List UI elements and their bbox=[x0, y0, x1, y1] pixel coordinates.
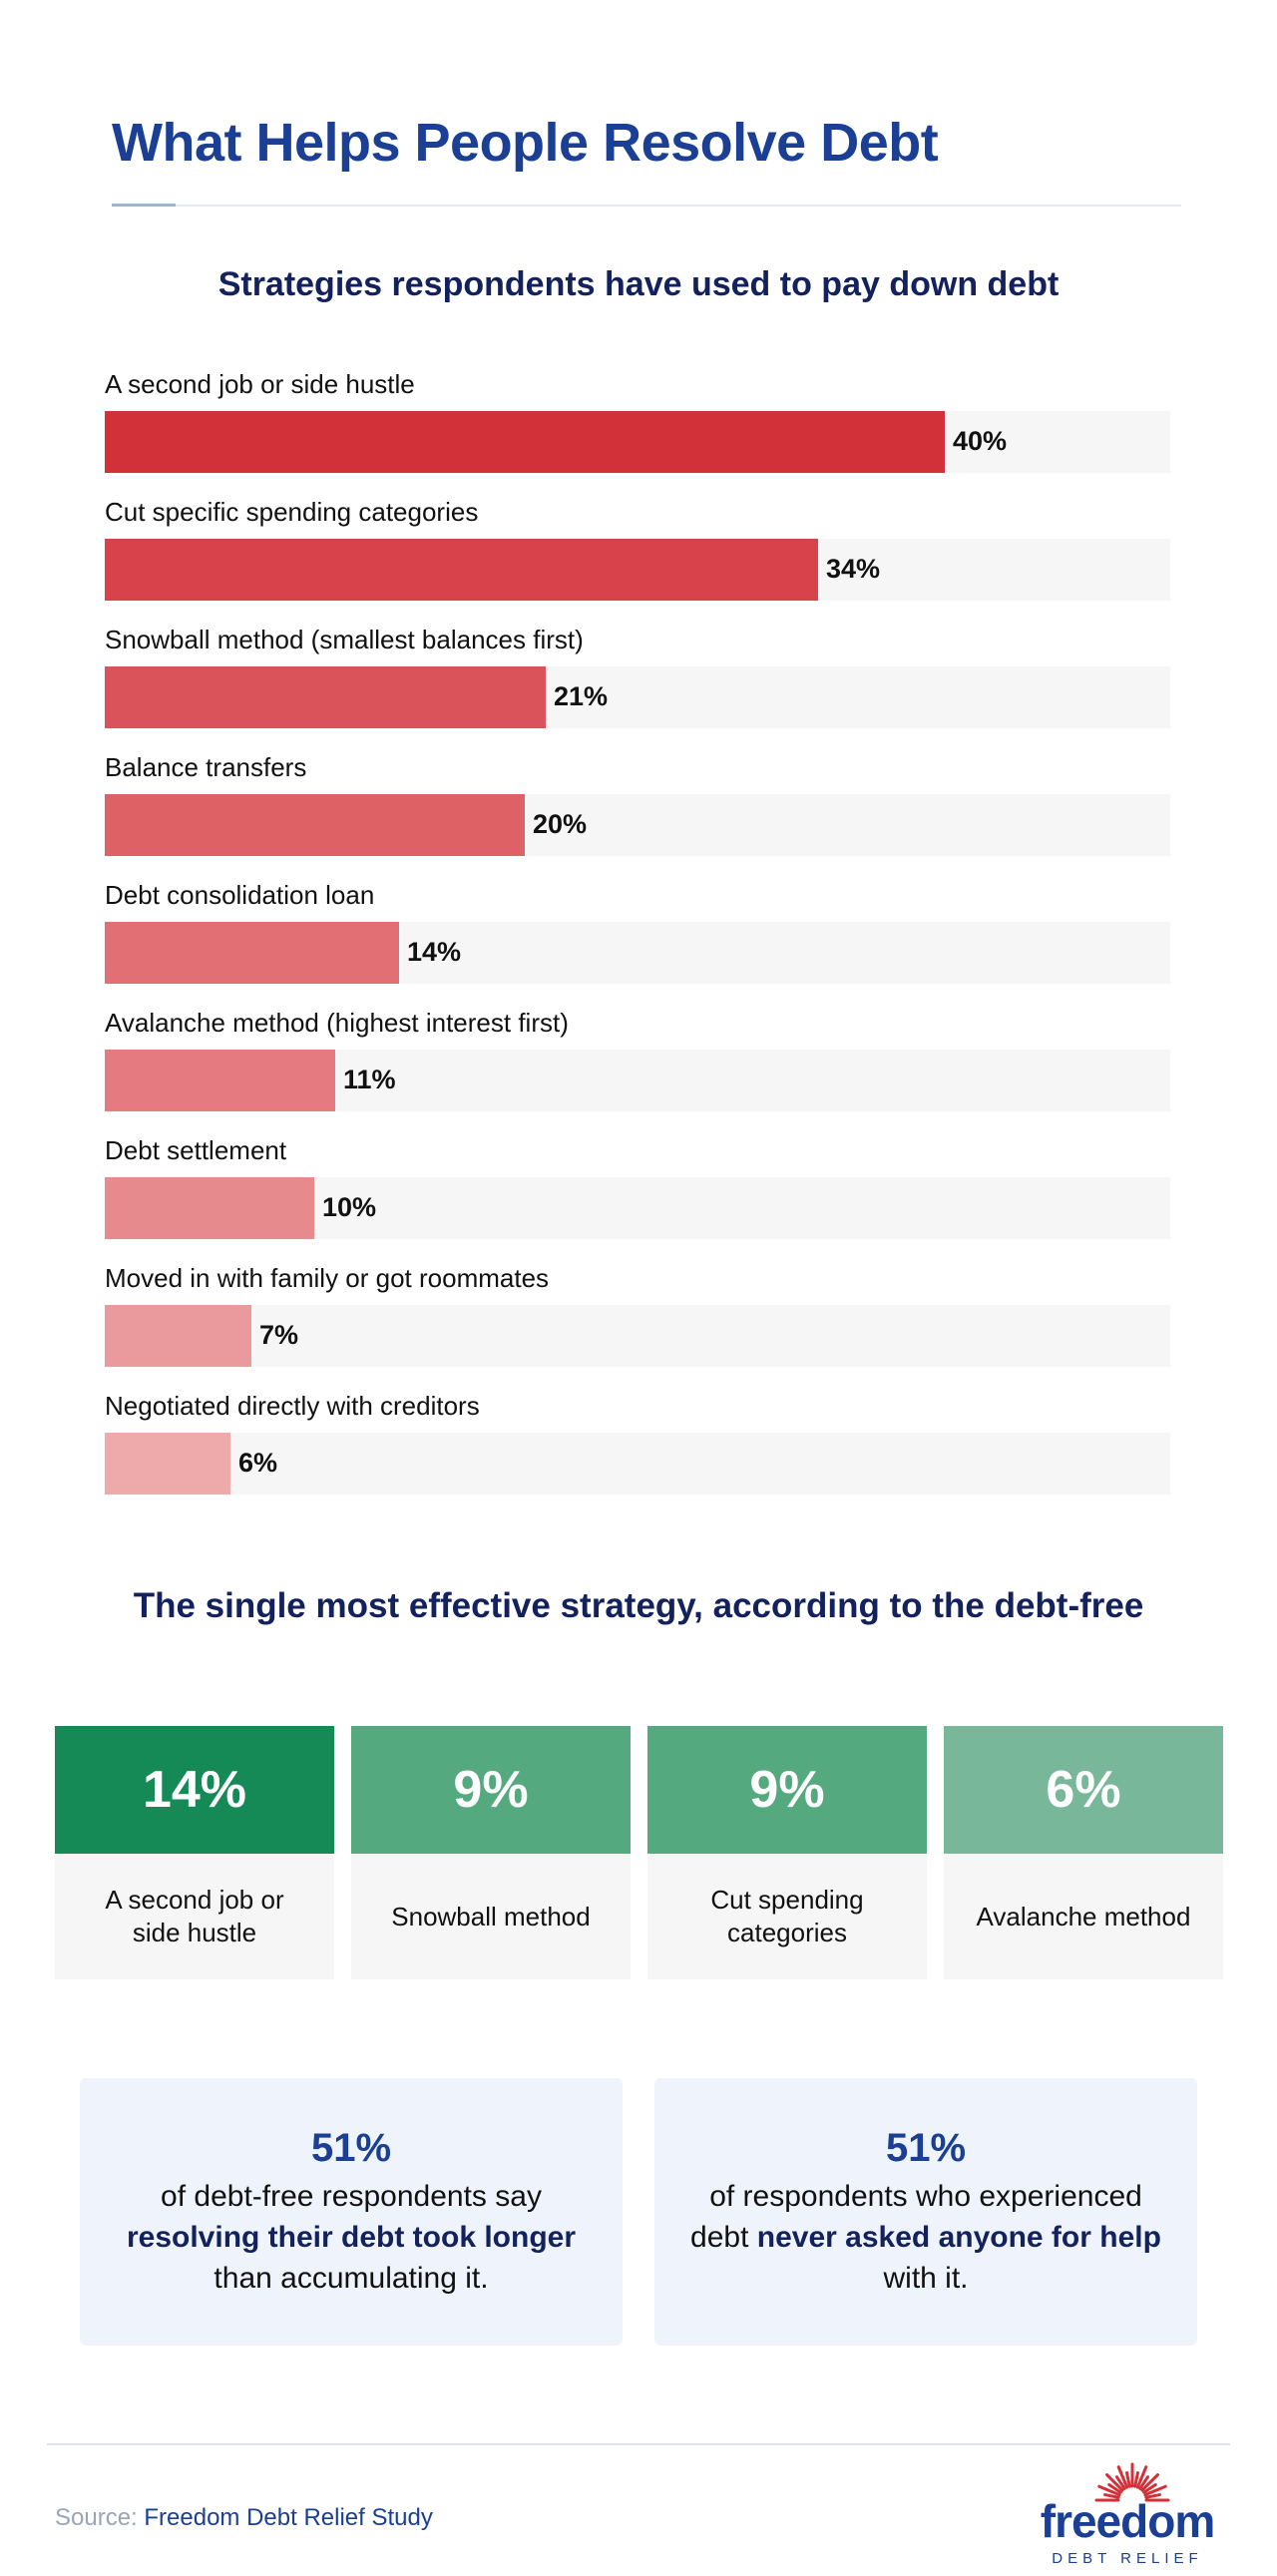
strategy-card-value: 14% bbox=[55, 1726, 334, 1854]
bar-track: 34% bbox=[105, 539, 1170, 601]
bar bbox=[105, 1305, 251, 1367]
stat-callout-resolving: 51% of debt-free respondents say resolvi… bbox=[80, 2078, 623, 2346]
stat-callout-help: 51% of respondents who experienced debt … bbox=[654, 2078, 1197, 2346]
logo-ray bbox=[1133, 2471, 1139, 2488]
bar-category-label: Cut specific spending categories bbox=[105, 497, 479, 527]
logo-ray bbox=[1105, 2473, 1124, 2492]
footer-divider bbox=[47, 2443, 1230, 2445]
stat-text-pre: of debt-free respondents say bbox=[161, 2180, 542, 2213]
strategy-card-value: 9% bbox=[647, 1726, 927, 1854]
bar-track: 11% bbox=[105, 1050, 1170, 1111]
bar-value-label: 11% bbox=[343, 1065, 396, 1094]
bar-value-label: 10% bbox=[322, 1192, 377, 1222]
bar-category-label: A second job or side hustle bbox=[105, 369, 415, 399]
source-credit: Source: Freedom Debt Relief Study bbox=[55, 2504, 433, 2532]
bar-category-label: Negotiated directly with creditors bbox=[105, 1391, 480, 1421]
logo-ray bbox=[1138, 2475, 1150, 2490]
bar-value-label: 14% bbox=[407, 937, 462, 967]
bar bbox=[105, 666, 546, 728]
strategy-card: 14% A second job or side hustle bbox=[55, 1726, 334, 1979]
bar-value-label: 34% bbox=[826, 554, 881, 584]
logo-wordmark: freedom bbox=[1040, 2495, 1215, 2547]
bar-category-label: Moved in with family or got roommates bbox=[105, 1263, 550, 1293]
bar-row: Negotiated directly with creditors 6% bbox=[105, 1391, 1170, 1518]
bar-row: Balance transfers 20% bbox=[105, 752, 1170, 880]
logo-ray bbox=[1116, 2465, 1129, 2489]
page-title: What Helps People Resolve Debt bbox=[112, 113, 939, 173]
stat-text-post: than accumulating it. bbox=[213, 2262, 489, 2295]
stat-text: of respondents who experienced debt neve… bbox=[654, 2176, 1197, 2299]
bar-track: 40% bbox=[105, 411, 1170, 473]
strategy-card-label: Avalanche method bbox=[976, 1901, 1191, 1932]
bar-track: 6% bbox=[105, 1433, 1170, 1495]
title-divider-accent bbox=[112, 204, 176, 207]
logo-ray bbox=[1107, 2482, 1122, 2494]
stat-text: of debt-free respondents say resolving t… bbox=[80, 2176, 623, 2299]
bar bbox=[105, 1177, 314, 1239]
bar bbox=[105, 411, 945, 473]
bar-track: 21% bbox=[105, 666, 1170, 728]
bar-row: Debt settlement 10% bbox=[105, 1135, 1170, 1263]
stat-text-highlight: never asked anyone for help bbox=[756, 2221, 1161, 2254]
logo-subtitle: DEBT RELIEF bbox=[1052, 2550, 1203, 2567]
stat-text-pre: of respondents who experienced debt bbox=[690, 2180, 1142, 2254]
bar-track: 20% bbox=[105, 794, 1170, 856]
strategy-card-label: Cut spending categories bbox=[710, 1885, 864, 1947]
logo-ray bbox=[1140, 2473, 1159, 2492]
bar bbox=[105, 539, 818, 601]
logo-ray bbox=[1103, 2493, 1120, 2499]
effective-strategy-title: The single most effective strategy, acco… bbox=[133, 1586, 1144, 1625]
strategy-card-value: 9% bbox=[351, 1726, 631, 1854]
sunburst-logo-icon bbox=[1094, 2462, 1170, 2502]
title-divider bbox=[112, 205, 1181, 207]
logo-ray bbox=[1142, 2482, 1157, 2494]
bar bbox=[105, 922, 399, 984]
effective-strategy-cards: 14% A second job or side hustle 9% Snowball… bbox=[55, 1726, 1223, 1979]
bar-category-label: Snowball method (smallest balances first… bbox=[105, 625, 584, 654]
strategy-card-label: A second job or side hustle bbox=[105, 1885, 284, 1947]
bar-row: Snowball method (smallest balances first… bbox=[105, 625, 1170, 752]
bar-track: 7% bbox=[105, 1305, 1170, 1367]
stat-text-highlight: resolving their debt took longer bbox=[126, 2221, 577, 2254]
bar bbox=[105, 794, 525, 856]
bar-track: 14% bbox=[105, 922, 1170, 984]
logo-ray bbox=[1114, 2475, 1126, 2490]
strategies-bar-chart: A second job or side hustle 40% Cut specif… bbox=[105, 369, 1170, 1518]
logo-ray bbox=[1125, 2471, 1131, 2488]
bar-category-label: Avalanche method (highest interest first… bbox=[105, 1008, 569, 1038]
bar-value-label: 21% bbox=[554, 681, 609, 711]
strategy-card-value: 6% bbox=[944, 1726, 1223, 1854]
bar-value-label: 7% bbox=[259, 1320, 299, 1350]
stat-value: 51% bbox=[885, 2126, 967, 2170]
bar bbox=[105, 1050, 335, 1111]
bar-track: 10% bbox=[105, 1177, 1170, 1239]
strategy-card: 9% Cut spending categories bbox=[647, 1726, 927, 1979]
logo-ray bbox=[1097, 2484, 1121, 2497]
bar bbox=[105, 1433, 230, 1495]
bar-value-label: 6% bbox=[238, 1448, 278, 1478]
bar-value-label: 20% bbox=[533, 809, 588, 839]
strategy-card-label: Snowball method bbox=[391, 1901, 591, 1932]
strategy-card: 6% Avalanche method bbox=[944, 1726, 1223, 1979]
stat-text-post: with it. bbox=[883, 2262, 969, 2295]
bar-value-label: 40% bbox=[953, 426, 1008, 456]
chart-title: Strategies respondents have used to pay … bbox=[217, 265, 1060, 303]
bar-category-label: Debt settlement bbox=[105, 1135, 287, 1165]
bar-row: Moved in with family or got roommates 7% bbox=[105, 1263, 1170, 1391]
bar-row: Cut specific spending categories 34% bbox=[105, 497, 1170, 625]
logo-ray bbox=[1135, 2465, 1148, 2489]
bar-row: Debt consolidation loan 14% bbox=[105, 880, 1170, 1008]
bar-category-label: Debt consolidation loan bbox=[105, 880, 375, 910]
bar-row: Avalanche method (highest interest first… bbox=[105, 1008, 1170, 1135]
source-name: Freedom Debt Relief Study bbox=[144, 2504, 433, 2531]
strategy-card: 9% Snowball method bbox=[351, 1726, 631, 1979]
bar-category-label: Balance transfers bbox=[105, 752, 307, 782]
source-label: Source: bbox=[55, 2504, 138, 2531]
logo-ray bbox=[1144, 2493, 1161, 2499]
logo-ray bbox=[1143, 2484, 1167, 2497]
stat-value: 51% bbox=[310, 2126, 392, 2170]
bar-row: A second job or side hustle 40% bbox=[105, 369, 1170, 497]
